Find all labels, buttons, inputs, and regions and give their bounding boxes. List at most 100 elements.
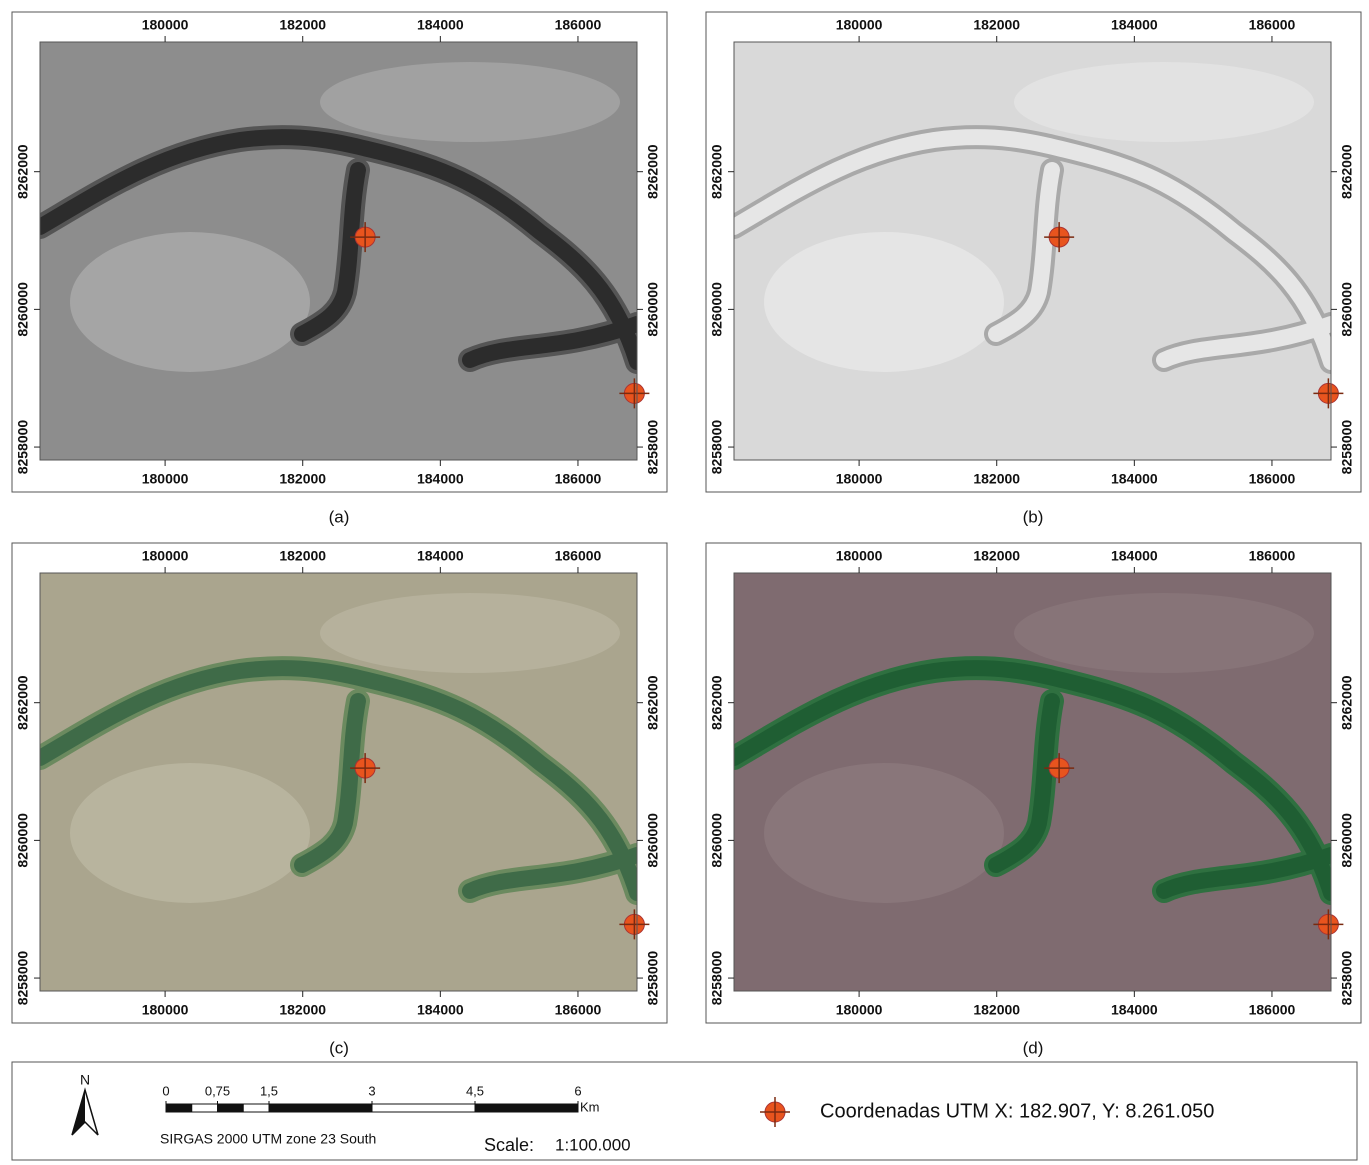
imagery: [734, 42, 1331, 460]
x-tick-label: 182000: [973, 1002, 1020, 1018]
y-tick-label: 8262000: [15, 144, 31, 199]
x-tick-label: 180000: [142, 1002, 189, 1018]
figure: N SIRGAS 2000 UTM zone 23 South Scale: 1…: [0, 0, 1369, 1165]
y-tick-label: 8260000: [15, 813, 31, 868]
map-panel: 180000 180000 182000 182000 184000 184000 1860…: [12, 543, 667, 1057]
x-tick-label: 180000: [142, 17, 189, 33]
y-tick-label: 8262000: [1339, 144, 1355, 199]
y-tick-label: 8260000: [645, 813, 661, 868]
x-tick-label: 184000: [417, 471, 464, 487]
y-tick-label: 8260000: [709, 282, 725, 337]
imagery-patch: [764, 232, 1004, 372]
page: N SIRGAS 2000 UTM zone 23 South Scale: 1…: [0, 0, 1369, 1165]
x-tick-label: 186000: [555, 1002, 602, 1018]
x-tick-label: 182000: [279, 1002, 326, 1018]
x-tick-label: 180000: [836, 548, 883, 564]
scale-bar-label: 0: [162, 1083, 169, 1098]
x-tick-label: 184000: [1111, 1002, 1158, 1018]
x-tick-label: 186000: [1249, 471, 1296, 487]
panel-caption: (c): [329, 1038, 349, 1057]
scale-bar-segment: [372, 1104, 475, 1112]
y-tick-label: 8260000: [709, 813, 725, 868]
imagery-patch: [764, 763, 1004, 903]
scale-bar-label: 3: [368, 1083, 375, 1098]
scale-bar-segment: [243, 1104, 269, 1112]
scale-bar-label: 6: [574, 1083, 581, 1098]
scale-bar-unit: Km: [580, 1099, 600, 1114]
x-tick-label: 182000: [973, 548, 1020, 564]
scale-bar-segment: [218, 1104, 244, 1112]
x-tick-label: 182000: [279, 471, 326, 487]
x-tick-label: 180000: [142, 548, 189, 564]
imagery: [734, 573, 1331, 991]
imagery: [40, 573, 637, 991]
y-tick-label: 8260000: [1339, 813, 1355, 868]
x-tick-label: 184000: [417, 1002, 464, 1018]
y-tick-label: 8262000: [709, 144, 725, 199]
imagery: [40, 42, 637, 460]
y-tick-label: 8262000: [15, 675, 31, 730]
map-image: [40, 573, 649, 991]
x-tick-label: 180000: [836, 471, 883, 487]
y-tick-label: 8258000: [645, 420, 661, 475]
y-tick-label: 8260000: [1339, 282, 1355, 337]
y-tick-label: 8258000: [1339, 420, 1355, 475]
x-tick-label: 180000: [836, 1002, 883, 1018]
y-tick-label: 8258000: [1339, 951, 1355, 1006]
y-tick-label: 8262000: [709, 675, 725, 730]
scale-bar-label: 0,75: [205, 1083, 230, 1098]
y-tick-label: 8260000: [15, 282, 31, 337]
x-tick-label: 182000: [973, 17, 1020, 33]
scale-bar-segment: [269, 1104, 372, 1112]
x-tick-label: 182000: [279, 548, 326, 564]
imagery-patch: [1014, 593, 1314, 673]
x-tick-label: 184000: [417, 548, 464, 564]
scale-bar-segment: [475, 1104, 578, 1112]
imagery-patch: [70, 763, 310, 903]
y-tick-label: 8262000: [645, 144, 661, 199]
y-tick-label: 8262000: [1339, 675, 1355, 730]
imagery-patch: [1014, 62, 1314, 142]
imagery-patch: [320, 62, 620, 142]
y-tick-label: 8258000: [645, 951, 661, 1006]
x-tick-label: 182000: [973, 471, 1020, 487]
x-tick-label: 186000: [555, 17, 602, 33]
x-tick-label: 186000: [555, 548, 602, 564]
crs: SIRGAS 2000 UTM zone 23 South: [160, 1131, 376, 1147]
y-tick-label: 8258000: [15, 420, 31, 475]
scale-bar-label: 1,5: [260, 1083, 278, 1098]
scale-bar-label: 4,5: [466, 1083, 484, 1098]
panel-caption: (a): [329, 507, 350, 526]
y-tick-label: 8258000: [709, 420, 725, 475]
scale-bar-segment: [192, 1104, 218, 1112]
x-tick-label: 180000: [142, 471, 189, 487]
imagery-patch: [320, 593, 620, 673]
map-panel: 180000 180000 182000 182000 184000 184000 1860…: [12, 12, 667, 526]
x-tick-label: 186000: [1249, 17, 1296, 33]
x-tick-label: 182000: [279, 17, 326, 33]
map-image: [734, 573, 1343, 991]
scale-bar-segment: [166, 1104, 192, 1112]
panel-caption: (d): [1023, 1038, 1044, 1057]
map-panel: 180000 180000 182000 182000 184000 184000 1860…: [706, 543, 1361, 1057]
x-tick-label: 184000: [1111, 471, 1158, 487]
y-tick-label: 8262000: [645, 675, 661, 730]
map-panel: 180000 180000 182000 182000 184000 184000 1860…: [706, 12, 1361, 526]
panel-caption: (b): [1023, 507, 1044, 526]
x-tick-label: 186000: [1249, 1002, 1296, 1018]
x-tick-label: 184000: [1111, 17, 1158, 33]
scale-label: Scale:: [484, 1135, 534, 1155]
map-image: [40, 42, 649, 460]
north-label: N: [80, 1072, 90, 1088]
x-tick-label: 184000: [417, 17, 464, 33]
scale: 1:100.000: [555, 1135, 631, 1154]
x-tick-label: 184000: [1111, 548, 1158, 564]
y-tick-label: 8260000: [645, 282, 661, 337]
x-tick-label: 180000: [836, 17, 883, 33]
y-tick-label: 8258000: [709, 951, 725, 1006]
imagery-patch: [70, 232, 310, 372]
x-tick-label: 186000: [1249, 548, 1296, 564]
x-tick-label: 186000: [555, 471, 602, 487]
point-label: Coordenadas UTM X: 182.907, Y: 8.261.050: [820, 1100, 1214, 1122]
map-image: [734, 42, 1343, 460]
